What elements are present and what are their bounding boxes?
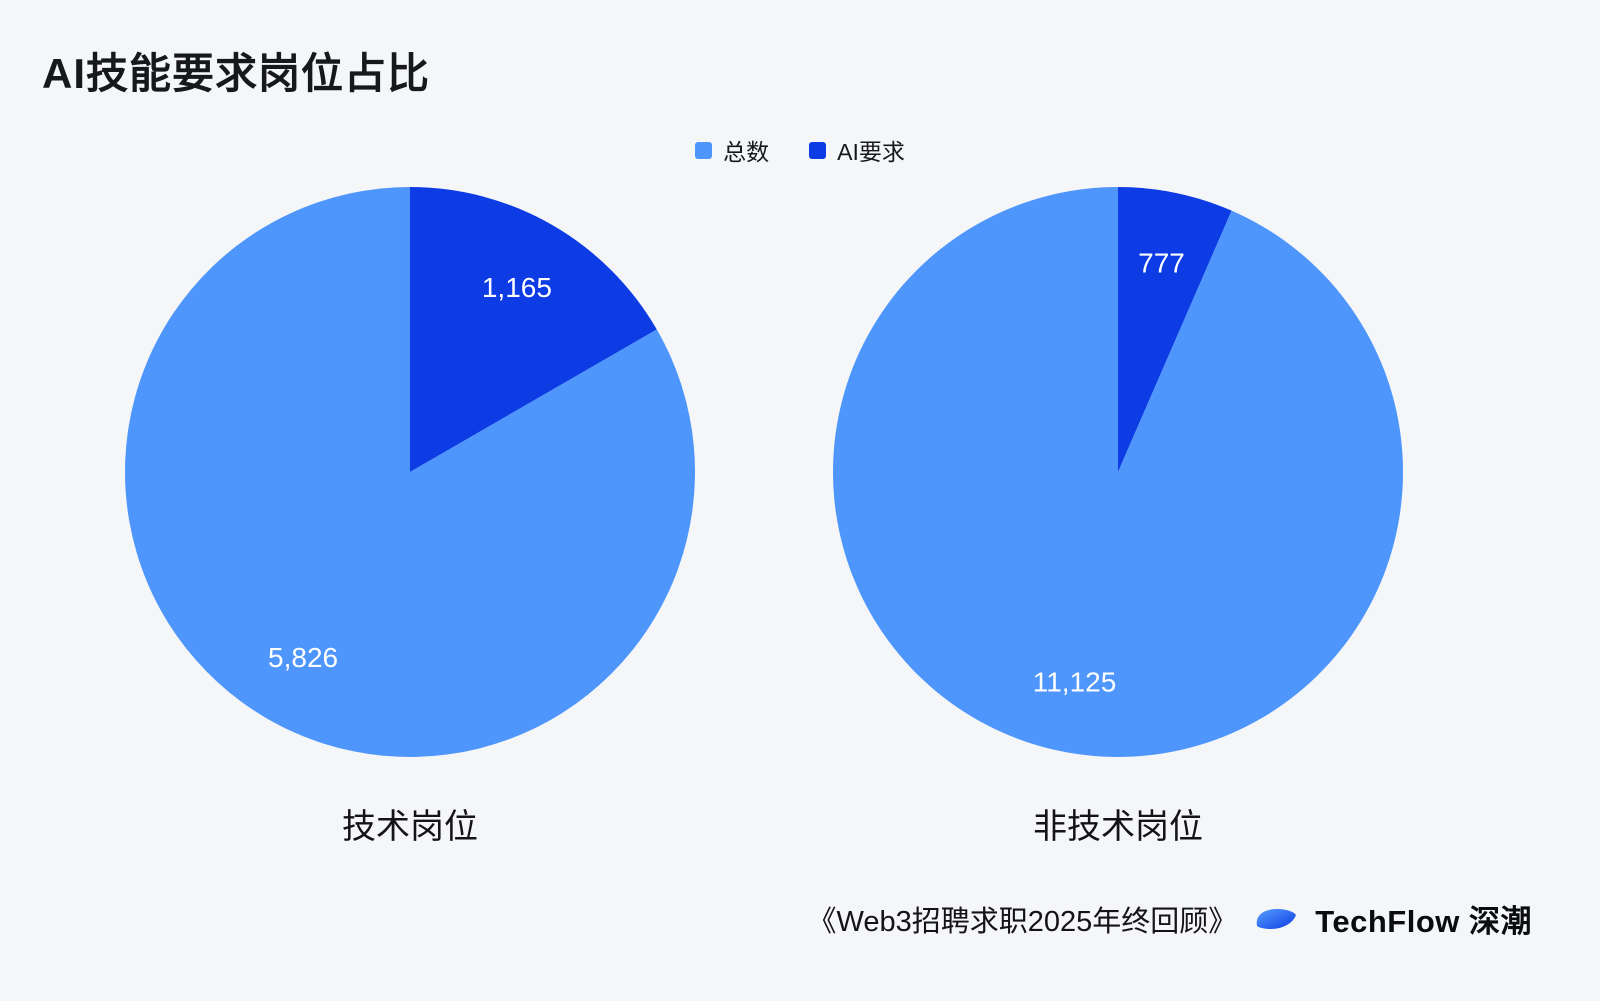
pie-non-technical: 777 11,125 非技术岗位 — [833, 187, 1403, 848]
footer: 《Web3招聘求职2025年终回顾》 TechFlow 深潮 — [807, 896, 1532, 941]
legend-item-ai[interactable]: AI要求 — [809, 133, 905, 167]
pie-slice-AI要求[interactable] — [410, 187, 657, 472]
brand-name: TechFlow 深潮 — [1315, 904, 1532, 939]
pie-value-label: 11,125 — [1033, 666, 1117, 697]
pie-caption-technical: 技术岗位 — [342, 808, 478, 846]
legend-item-total[interactable]: 总数 — [695, 133, 769, 167]
pie-value-label: 1,165 — [482, 272, 552, 303]
chart-title: AI技能要求岗位占比 — [42, 50, 431, 97]
legend-swatch-total — [695, 141, 713, 159]
pie-slice-总数[interactable] — [125, 187, 695, 757]
pie-slice-AI要求[interactable] — [1118, 187, 1232, 472]
legend-label-ai: AI要求 — [837, 139, 905, 165]
pie-value-label: 5,826 — [268, 642, 338, 673]
pie-chart-technical[interactable]: 1,165 5,826 — [125, 187, 695, 757]
pie-slice-总数[interactable] — [833, 187, 1403, 757]
chart-legend: 总数 AI要求 — [0, 133, 1600, 167]
pie-caption-non-technical: 非技术岗位 — [1033, 808, 1203, 846]
legend-swatch-ai — [809, 141, 827, 159]
pie-chart-non-technical[interactable]: 777 11,125 — [833, 187, 1403, 757]
pie-value-label: 777 — [1138, 248, 1185, 279]
legend-label-total: 总数 — [723, 139, 770, 165]
source-text: 《Web3招聘求职2025年终回顾》 — [807, 905, 1238, 938]
techflow-logo-icon — [1256, 908, 1297, 929]
pie-technical: 1,165 5,826 技术岗位 — [125, 187, 695, 848]
